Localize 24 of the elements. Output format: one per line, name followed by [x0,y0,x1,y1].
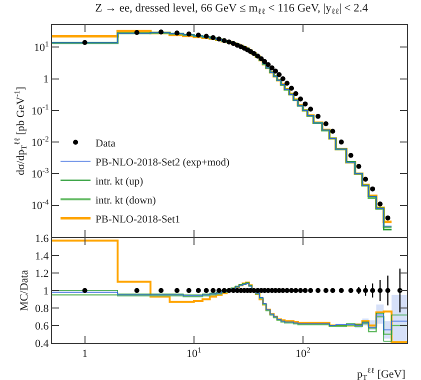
y-tick-label: 1 [43,285,49,298]
y-tick-label: 1.4 [35,250,50,262]
legend-label: Data [96,138,116,150]
y-tick-label: 0.8 [35,302,50,315]
legend-label: PB-NLO-2018-Set2 (exp+mod) [96,157,230,168]
x-tick-label: 10$^{2}$ [296,346,311,360]
y-tick-label: 10$^{-4}$ [31,198,49,212]
y-tick-label: 10$^{-1}$ [31,102,49,118]
y-tick-label: 1.2 [35,268,49,280]
y-tick-label: 10$^{1}$ [34,39,49,54]
y-axis-title: MC/Data [18,270,31,311]
y-tick-label: 10$^{-3}$ [31,166,49,181]
chart-title: Z → ee, dressed level, 66 GeV ≤ m$_{ℓℓ}$ < 116 GeV, |y$_{ℓℓ}$| < 2.4 [95,2,368,16]
x-tick-label: 1 [82,348,88,360]
legend-label: PB-NLO-2018-Set1 [96,214,180,226]
y-tick-label: 1 [43,74,49,86]
legend-label: intr. kt (up) [96,176,144,188]
y-tick-label: 1.6 [35,232,50,245]
y-tick-label: 0.4 [35,338,50,350]
y-tick-label: 10$^{-2}$ [31,134,49,149]
x-tick-label: 10$^{1}$ [186,346,202,360]
x-axis-title: p$_{T}$$^{ℓℓ}$ [GeV] [357,366,406,380]
legend-label: intr. kt (down) [96,195,156,206]
y-tick-label: 0.6 [35,320,50,332]
